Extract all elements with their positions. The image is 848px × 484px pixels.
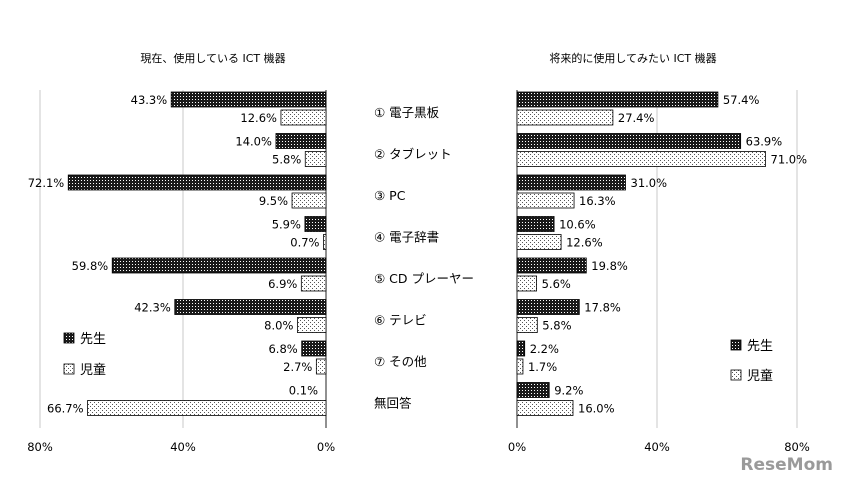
value-label: 16.3% [579,194,616,208]
value-label: 71.0% [771,153,808,167]
teacher-bar [67,174,327,191]
value-label: 16.0% [578,402,615,416]
value-label: 12.6% [566,236,603,250]
value-label: 43.3% [131,93,168,107]
category-label: 無回答 [374,396,412,411]
value-label: 6.8% [268,342,297,356]
value-label: 6.9% [268,277,297,291]
teacher-bar [516,257,587,274]
left-axis-ticks: 80% 40% 0% [27,440,335,454]
right-legend-swatch-teacher [730,339,742,351]
left-tick-label: 0% [317,440,335,454]
right-bars [516,91,766,416]
right-legend: 先生 児童 [730,339,773,384]
right-tick-label: 0% [508,440,526,454]
category-label: ⑦ その他 [374,354,427,369]
student-bar [300,275,327,292]
value-label: 66.7% [47,402,84,416]
student-bar [516,234,562,250]
left-legend-swatch-student [63,363,75,375]
teacher-bar [516,216,555,232]
value-label: 19.8% [591,259,628,273]
category-label: ⑥ テレビ [374,313,427,328]
left-panel-title: 現在、使用している ICT 機器 [140,51,285,65]
value-label: 72.1% [28,176,65,190]
value-label: 57.4% [723,93,760,107]
right-tick-label: 80% [784,440,810,454]
right-tick-label: 40% [644,440,670,454]
value-label: 5.6% [542,277,571,291]
value-label: 0.1% [289,384,318,398]
right-panel-title: 将来的に使用してみたい ICT 機器 [549,51,716,65]
left-legend-teacher: 先生 [80,332,106,347]
left-value-labels: 43.3% 14.0% 72.1% 5.9% 59.8% 42.3% 6.8% 12.6% 5.… [28,93,320,416]
value-label: 31.0% [631,176,668,190]
teacher-bar [516,174,626,191]
student-bar [516,400,574,416]
teacher-bar [275,133,327,149]
right-legend-teacher: 先生 [747,339,773,354]
student-bar [291,192,327,209]
value-label: 10.6% [559,218,596,232]
category-label: ① 電子黒板 [374,105,440,120]
value-label: 1.7% [528,360,557,374]
watermark-logo: ReseMom [740,455,833,475]
left-legend-swatch-teacher [63,332,75,344]
left-tick-label: 80% [27,440,53,454]
student-bar [516,192,575,209]
left-tick-label: 40% [170,440,196,454]
student-bar [323,234,327,250]
teacher-bar [516,91,719,108]
right-legend-student: 児童 [747,368,773,384]
value-label: 17.8% [584,301,621,315]
category-label: ⑤ CD プレーヤー [374,271,474,286]
value-label: 42.3% [134,301,171,315]
value-label: 5.8% [542,319,571,333]
category-label: ④ 電子辞書 [374,230,439,245]
left-legend: 先生 児童 [63,332,106,378]
teacher-bar [174,299,327,315]
student-bar [87,400,327,416]
student-bar [315,358,327,375]
category-label: ③ PC [374,188,406,203]
right-value-labels: 57.4% 63.9% 31.0% 10.6% 19.8% 17.8% 2.2% 9.2% 27… [528,93,807,416]
left-legend-student: 児童 [80,362,106,378]
value-label: 12.6% [240,111,277,125]
value-label: 8.0% [264,319,293,333]
student-bar [516,151,766,167]
category-labels: ① 電子黒板 ② タブレット ③ PC ④ 電子辞書 ⑤ CD プレーヤー ⑥ テレビ ⑦ … [374,105,474,411]
value-label: 2.2% [530,342,559,356]
right-axis-ticks: 0% 40% 80% [508,440,810,454]
teacher-bar [516,299,580,315]
value-label: 9.2% [554,384,583,398]
teacher-bar [516,133,742,149]
student-bar [516,275,538,292]
value-label: 27.4% [618,111,655,125]
teacher-bar [301,340,327,357]
value-label: 59.8% [72,259,109,273]
value-label: 14.0% [235,135,272,149]
category-label: ② タブレット [374,147,452,162]
value-label: 9.5% [259,194,288,208]
value-label: 0.7% [290,236,319,250]
student-bar [516,358,524,375]
teacher-bar [516,382,550,398]
teacher-bar [170,91,327,108]
value-label: 63.9% [746,135,783,149]
value-label: 2.7% [283,360,312,374]
right-legend-swatch-student [730,369,742,381]
value-label: 5.8% [272,153,301,167]
teacher-bar [304,216,327,232]
left-bars [67,91,327,416]
student-bar [516,317,538,333]
teacher-bar [111,257,327,274]
teacher-bar [516,340,526,357]
student-bar [280,109,327,126]
value-label: 5.9% [272,218,301,232]
student-bar [304,151,327,167]
student-bar [296,317,327,333]
student-bar [516,109,614,126]
